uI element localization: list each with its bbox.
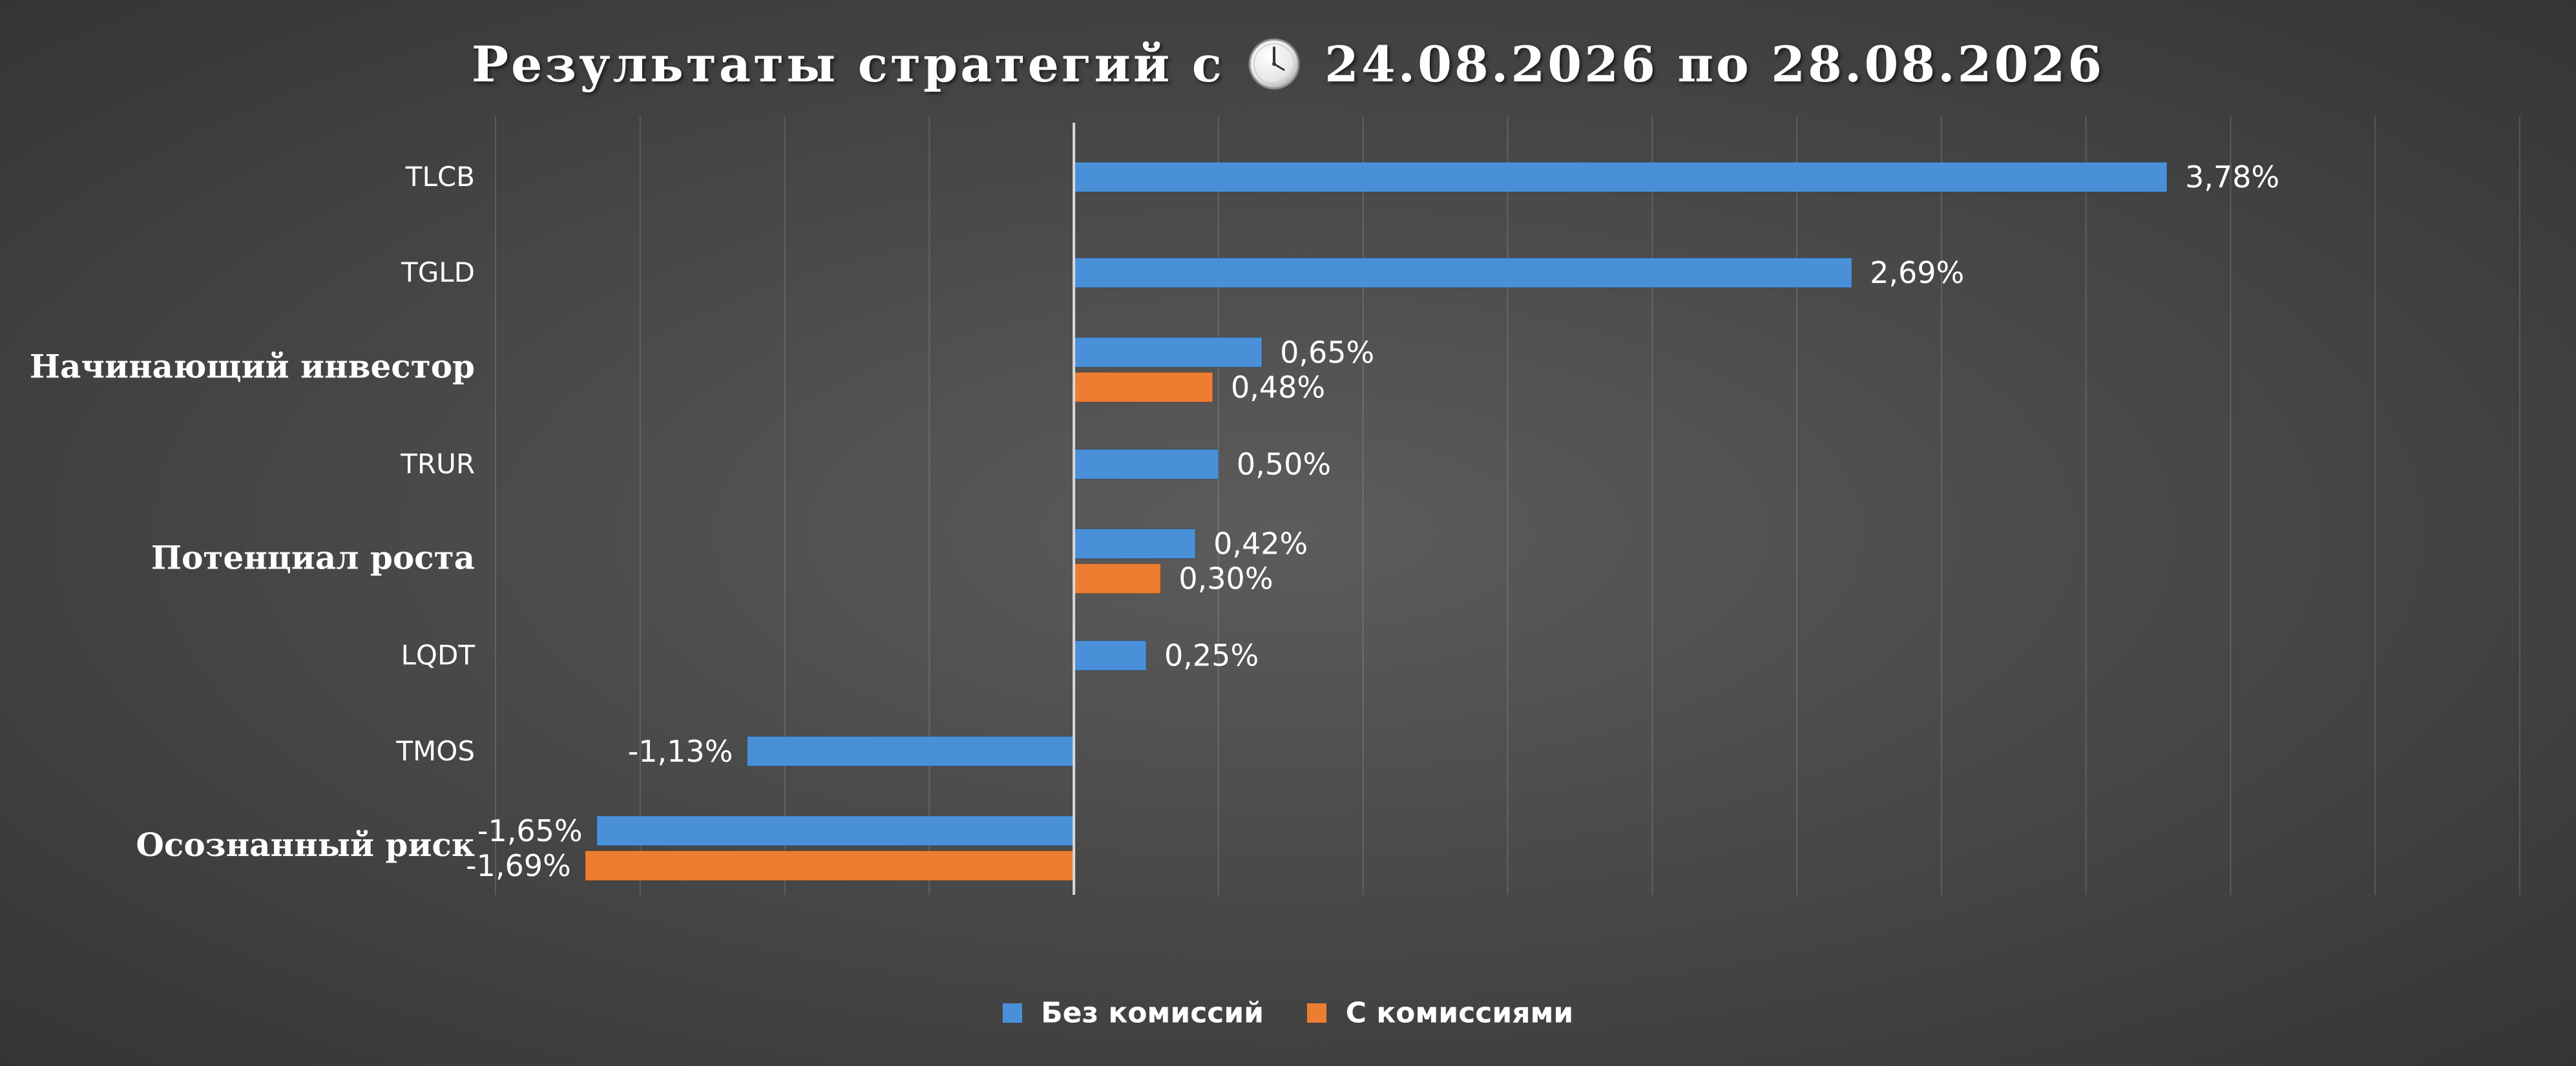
legend-swatch-series-2 xyxy=(1307,1003,1327,1023)
legend-swatch-series-1 xyxy=(1002,1003,1022,1023)
data-label-series-1: 3,78% xyxy=(2185,160,2279,194)
bar-series-1 xyxy=(746,736,1074,767)
bar-series-2 xyxy=(1073,563,1161,594)
category-label: LQDT xyxy=(401,640,476,671)
chart-title-prefix: Результаты стратегий с xyxy=(471,35,1225,93)
gridlines xyxy=(495,116,2520,895)
data-label-series-1: -1,65% xyxy=(477,813,583,848)
bars xyxy=(585,162,2168,881)
data-label-series-1: 0,25% xyxy=(1164,638,1259,673)
chart-title-dates: 24.08.2026 по 28.08.2026 xyxy=(1324,35,2105,93)
bar-series-1 xyxy=(1073,640,1147,671)
category-label: Потенциал роста xyxy=(151,539,475,577)
legend-item-series-2: С комиссиями xyxy=(1307,995,1573,1030)
legend: Без комиссий С комиссиями xyxy=(0,995,2576,1030)
category-label: Осознанный риск xyxy=(136,826,475,864)
data-label-series-1: 0,42% xyxy=(1213,527,1308,561)
data-label-series-1: -1,13% xyxy=(628,734,733,769)
data-label-series-1: 0,50% xyxy=(1237,446,1331,481)
data-label-series-1: 0,65% xyxy=(1280,335,1374,370)
data-label-series-2: 0,48% xyxy=(1231,370,1325,404)
data-label-series-1: 2,69% xyxy=(1870,255,1964,290)
bar-series-1 xyxy=(596,815,1074,846)
category-label: TLCB xyxy=(405,161,475,193)
category-label: TMOS xyxy=(395,735,475,767)
legend-item-series-1: Без комиссий xyxy=(1002,995,1264,1030)
data-label-series-2: 0,30% xyxy=(1178,561,1273,596)
category-label: Начинающий инвестор xyxy=(30,347,475,385)
category-label: TGLD xyxy=(401,256,475,288)
bar-series-1 xyxy=(1073,528,1196,559)
bar-series-1 xyxy=(1073,448,1219,479)
legend-label-series-1: Без комиссий xyxy=(1041,996,1264,1030)
bar-series-1 xyxy=(1073,162,2168,193)
category-labels: TLCB TGLD Начинающий инвестор TRUR Потенциал… xyxy=(30,161,476,864)
category-label: TRUR xyxy=(400,448,475,479)
bar-series-2 xyxy=(1073,371,1213,402)
data-labels: 3,78% 2,69% 0,65%0,48% 0,50% 0,42%0,30% 0,25%… xyxy=(466,160,2279,883)
chart-title: Результаты стратегий с 24.08.2026 по 28.… xyxy=(0,31,2576,93)
data-label-series-2: -1,69% xyxy=(466,848,571,883)
bar-series-2 xyxy=(585,850,1074,881)
legend-label-series-2: С комиссиями xyxy=(1345,996,1574,1030)
bar-series-1 xyxy=(1073,257,1852,288)
bar-series-1 xyxy=(1073,337,1262,368)
clock-icon xyxy=(1248,37,1301,90)
